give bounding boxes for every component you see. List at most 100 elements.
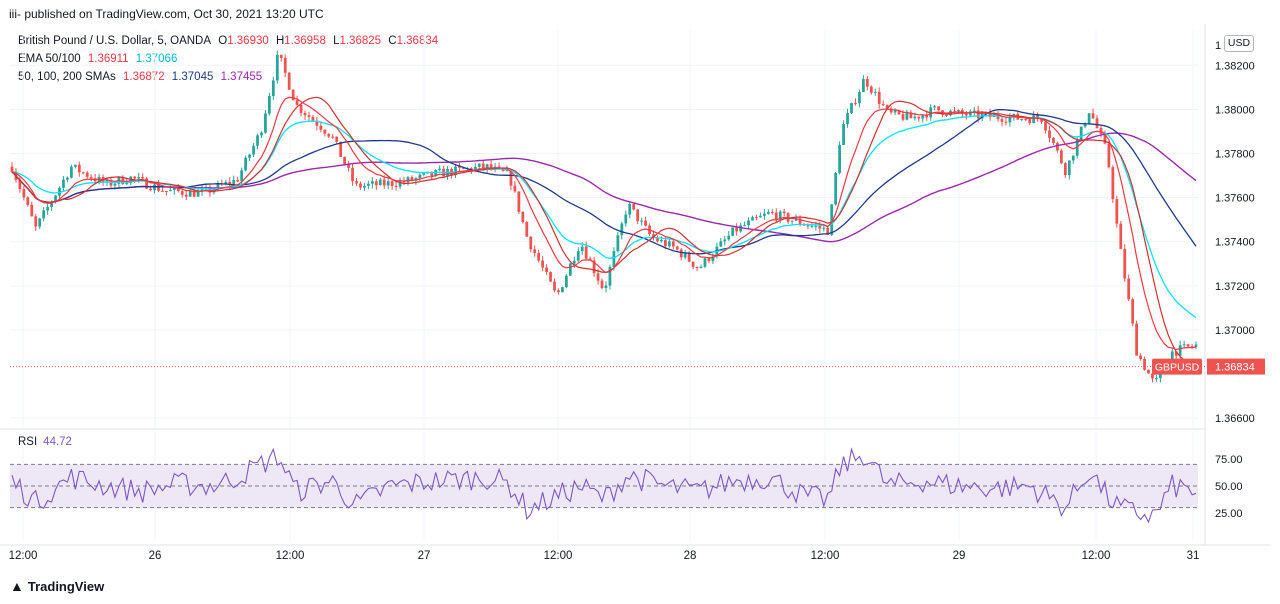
candle-body [774,212,778,220]
candle-body [1083,123,1087,127]
candle-body [766,211,770,214]
sma-legend[interactable]: 50, 100, 200 SMAs 1.36872 1.37045 1.3745… [18,71,266,83]
candle-body [438,168,442,171]
candle-body [972,110,976,112]
price-tick-label: 1.37800 [1215,149,1255,161]
candle-body [359,183,362,188]
candle-body [184,194,188,197]
currency-button[interactable]: USD [1224,35,1254,52]
candle-body [679,249,683,258]
sma50-value: 1.36872 [123,71,165,83]
candle-body [830,204,834,235]
candle-body [1028,119,1032,124]
time-tick-label: 12:00 [9,550,38,562]
candle-body [996,114,1000,119]
candle-body [660,239,663,242]
candle-body [564,275,568,288]
time-tick-label: 29 [953,550,966,562]
candle-body [77,164,81,173]
candle-body [521,211,525,223]
last-price-badge [1207,358,1265,375]
candle-body [525,222,529,237]
candle-body [861,78,865,93]
price-tick-label: 1 [1215,40,1221,52]
candle-body [1099,128,1103,134]
candle-body [105,179,109,183]
candle-body [236,179,240,182]
candle-body [366,183,370,186]
sma200-value: 1.37455 [220,71,263,83]
rsi-tick-label: 25.00 [1215,508,1243,520]
candle-body [798,218,802,225]
candle-body [73,164,77,167]
candle-body [1115,199,1119,224]
price-tick-label: 1.38000 [1215,104,1255,116]
candle-body [687,253,691,262]
candle-body [1004,121,1008,123]
time-tick-label: 31 [1187,550,1200,562]
symbol-badge-label: GBPUSD [1155,362,1200,374]
candle-body [533,249,537,254]
sma200-line [11,132,1197,243]
candle-body [252,145,255,155]
candle-body [529,236,533,250]
candle-body [1170,351,1174,364]
candle-body [485,164,489,169]
candle-body [1103,133,1107,144]
candle-body [818,225,822,229]
candle-body [1048,130,1051,138]
candle-body [351,167,354,182]
time-tick-label: 12:00 [544,550,573,562]
time-tick-label: 27 [418,550,431,562]
time-tick-label: 12:00 [276,550,305,562]
candle-body [216,183,220,190]
candle-body [149,188,152,191]
candle-body [275,54,279,81]
candle-body [145,178,149,189]
rsi-value: 44.72 [43,436,72,448]
candle-body [988,112,992,118]
candle-body [644,220,647,226]
candle-body [410,177,414,181]
candle-body [66,177,69,180]
candle-body [264,113,267,133]
candle-body [509,170,513,186]
candle-body [1056,143,1059,151]
high-value: 1.36958 [284,35,326,47]
candle-body [208,186,212,193]
rsi-legend[interactable]: RSI 44.72 [18,436,72,448]
candle-body [865,78,869,87]
grid-lines [10,30,1198,540]
candle-body [667,241,671,247]
candle-body [1139,355,1142,359]
candle-body [794,218,798,221]
candle-body [568,263,572,276]
candle-body [881,103,885,106]
candle-body [580,246,584,252]
low-label: L [333,35,340,47]
candle-body [34,216,38,227]
symbol-title[interactable]: British Pound / U.S. Dollar, 5, OANDA [18,35,212,47]
tradingview-brand[interactable]: ▲ TradingView [10,578,104,594]
candle-body [957,110,960,112]
price-tick-label: 1.37400 [1215,237,1255,249]
candle-body [810,225,814,227]
candle-body [279,54,283,58]
candle-body [295,100,299,105]
ema100-line [11,115,1197,318]
candle-body [719,241,723,247]
candle-body [1020,119,1024,121]
candle-body [497,166,501,168]
candle-body [168,189,172,192]
candle-body [806,225,810,227]
candle-body [1155,378,1158,380]
low-value: 1.36825 [339,35,382,47]
candle-body [287,72,291,90]
candle-body [513,185,517,192]
ema-legend[interactable]: EMA 50/100 1.36911 1.37066 [18,53,181,65]
candle-body [1079,126,1083,140]
candle-body [1071,155,1075,161]
candle-body [378,179,382,186]
indicator-lines [11,96,1197,363]
